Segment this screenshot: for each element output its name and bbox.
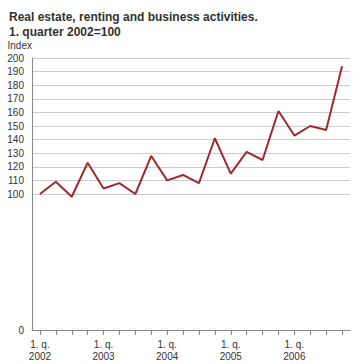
svg-text:1. q.: 1. q. [157,339,176,350]
svg-text:2004: 2004 [156,351,179,362]
svg-text:110: 110 [8,175,24,186]
svg-text:Index: Index [8,40,32,51]
svg-text:1. quarter 2002=100: 1. quarter 2002=100 [9,25,121,39]
svg-text:170: 170 [7,93,24,104]
svg-text:1. q.: 1. q. [94,339,113,350]
svg-text:1. q.: 1. q. [30,339,49,350]
svg-text:2002: 2002 [29,351,52,362]
svg-text:2005: 2005 [220,351,243,362]
svg-text:130: 130 [7,148,24,159]
svg-text:200: 200 [7,53,24,64]
svg-text:150: 150 [7,121,24,132]
svg-text:2003: 2003 [92,351,115,362]
svg-text:1. q.: 1. q. [221,339,240,350]
svg-text:1. q.: 1. q. [285,339,304,350]
svg-text:100: 100 [7,189,24,200]
svg-text:Real estate, renting and busin: Real estate, renting and business activi… [9,10,258,24]
svg-text:0: 0 [18,325,24,336]
svg-text:160: 160 [7,107,24,118]
svg-text:190: 190 [7,66,24,77]
svg-text:120: 120 [7,161,24,172]
svg-text:2006: 2006 [283,351,306,362]
svg-text:180: 180 [7,80,24,91]
svg-text:140: 140 [7,134,24,145]
